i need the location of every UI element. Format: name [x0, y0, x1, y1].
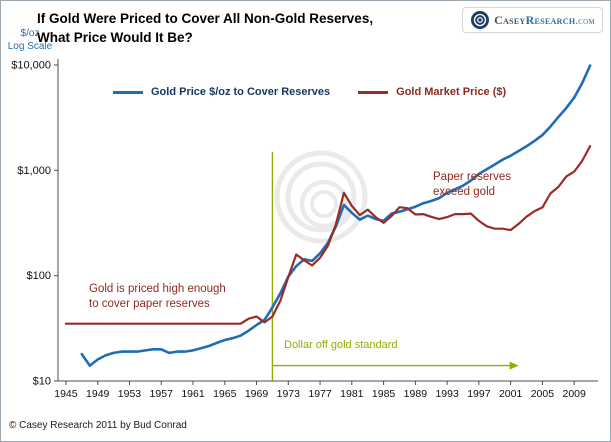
y-tick-label: $10,000 — [11, 60, 51, 72]
x-tick-label: 1997 — [467, 388, 491, 400]
x-tick-label: 1977 — [308, 388, 332, 400]
y-axis-title: $/oz Log Scale — [6, 28, 54, 53]
legend-item-cover-reserves: Gold Price $/oz to Cover Reserves — [113, 86, 330, 98]
x-tick-label: 1973 — [277, 388, 301, 400]
annotation-gold-covers-reserves: Gold is priced high enough to cover pape… — [89, 282, 226, 312]
annotation-paper-exceeds-gold-line2: exceed gold — [433, 186, 496, 198]
x-tick-label: 1953 — [118, 388, 142, 400]
x-tick-label: 1949 — [86, 388, 110, 400]
y-axis-title-line1: $/oz — [20, 28, 40, 39]
series-line-cover-reserves — [80, 64, 592, 367]
logo-text: CaseyResearch.com — [494, 13, 595, 28]
copyright-footer: © Casey Research 2011 by Bud Conrad — [9, 420, 187, 431]
x-tick-label: 2009 — [562, 388, 586, 400]
chart-title-line2: What Price Would It Be? — [37, 29, 193, 45]
annotation-paper-exceeds-gold-line1: Paper reserves — [433, 171, 511, 183]
annotation-paper-exceeds-gold: Paper reserves exceed gold — [433, 170, 511, 200]
chart-plot: $10 $100 $1,000 $10,000 1945 1949 1953 1957 1961… — [11, 59, 598, 400]
y-axis-title-line2: Log Scale — [7, 40, 53, 52]
legend-item-market-price: Gold Market Price ($) — [358, 86, 506, 98]
gold-standard-arrowhead — [509, 361, 519, 370]
legend-label-cover-reserves: Gold Price $/oz to Cover Reserves — [151, 86, 331, 98]
chart-title-line1: If Gold Were Priced to Cover All Non-Gol… — [37, 11, 374, 26]
x-tick-label: 1965 — [213, 388, 237, 400]
logo-text-casey: Casey — [494, 12, 526, 27]
logo-text-research: Research — [525, 12, 576, 27]
y-tick-label: $1,000 — [17, 165, 51, 177]
x-tick-label: 1981 — [340, 388, 364, 400]
casey-logo-icon — [471, 11, 490, 29]
casey-research-logo: CaseyResearch.com — [462, 7, 603, 33]
logo-text-com: .com — [575, 15, 595, 27]
x-tick-label: 1993 — [435, 388, 459, 400]
x-tick-label: 2001 — [499, 388, 523, 400]
x-tick-label: 1969 — [245, 388, 269, 400]
legend-line-swatch-blue — [113, 90, 143, 94]
x-tick-label: 2005 — [531, 388, 555, 400]
annotation-dollar-off-gold-standard: Dollar off gold standard — [284, 339, 398, 351]
x-tick-label: 1989 — [404, 388, 428, 400]
chart-title: If Gold Were Priced to Cover All Non-Gol… — [37, 10, 373, 47]
watermark-icon — [274, 150, 368, 244]
y-tick-label: $100 — [27, 270, 51, 282]
x-tick-label: 1945 — [54, 388, 78, 400]
legend: Gold Price $/oz to Cover Reserves Gold M… — [113, 86, 506, 98]
annotation-gold-covers-reserves-line2: to cover paper reserves — [89, 298, 210, 310]
legend-label-market-price: Gold Market Price ($) — [396, 86, 507, 98]
x-tick-label: 1985 — [372, 388, 396, 400]
x-tick-label: 1961 — [181, 388, 205, 400]
legend-line-swatch-red — [358, 90, 389, 94]
annotation-gold-covers-reserves-line1: Gold is priced high enough — [89, 283, 226, 295]
y-tick-label: $10 — [33, 376, 51, 388]
x-tick-label: 1957 — [150, 388, 174, 400]
series-line-market-price — [64, 144, 592, 325]
